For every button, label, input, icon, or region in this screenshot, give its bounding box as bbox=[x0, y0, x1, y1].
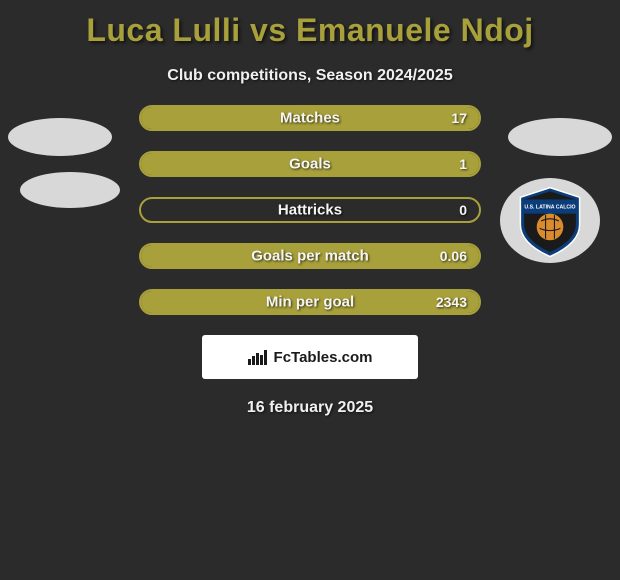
bar-chart-icon bbox=[248, 349, 268, 365]
footer-brand-text: FcTables.com bbox=[274, 349, 373, 366]
stat-label: Matches bbox=[141, 110, 479, 127]
stat-value-right: 17 bbox=[451, 110, 467, 126]
player-left-badge-1 bbox=[8, 118, 112, 156]
comparison-card: Luca Lulli vs Emanuele Ndoj Club competi… bbox=[0, 0, 620, 580]
page-title: Luca Lulli vs Emanuele Ndoj bbox=[0, 0, 620, 49]
stat-row: Matches17 bbox=[139, 105, 481, 131]
stat-label: Min per goal bbox=[141, 294, 479, 311]
stat-label: Hattricks bbox=[141, 202, 479, 219]
stat-label: Goals bbox=[141, 156, 479, 173]
stat-row: Goals per match0.06 bbox=[139, 243, 481, 269]
stat-value-right: 2343 bbox=[436, 294, 467, 310]
stat-value-right: 1 bbox=[459, 156, 467, 172]
svg-text:U.S. LATINA CALCIO: U.S. LATINA CALCIO bbox=[524, 204, 575, 210]
date-text: 16 february 2025 bbox=[0, 399, 620, 417]
player-left-badge-2 bbox=[20, 172, 120, 208]
footer-brand-box: FcTables.com bbox=[202, 335, 418, 379]
player-right-club-badge: U.S. LATINA CALCIO bbox=[500, 178, 600, 263]
stat-label: Goals per match bbox=[141, 248, 479, 265]
subtitle: Club competitions, Season 2024/2025 bbox=[0, 67, 620, 85]
club-badge-icon: U.S. LATINA CALCIO bbox=[513, 184, 587, 258]
player-right-badge-1 bbox=[508, 118, 612, 156]
stat-row: Hattricks0 bbox=[139, 197, 481, 223]
stat-value-right: 0 bbox=[459, 202, 467, 218]
stat-row: Goals1 bbox=[139, 151, 481, 177]
stat-value-right: 0.06 bbox=[440, 248, 467, 264]
stat-row: Min per goal2343 bbox=[139, 289, 481, 315]
